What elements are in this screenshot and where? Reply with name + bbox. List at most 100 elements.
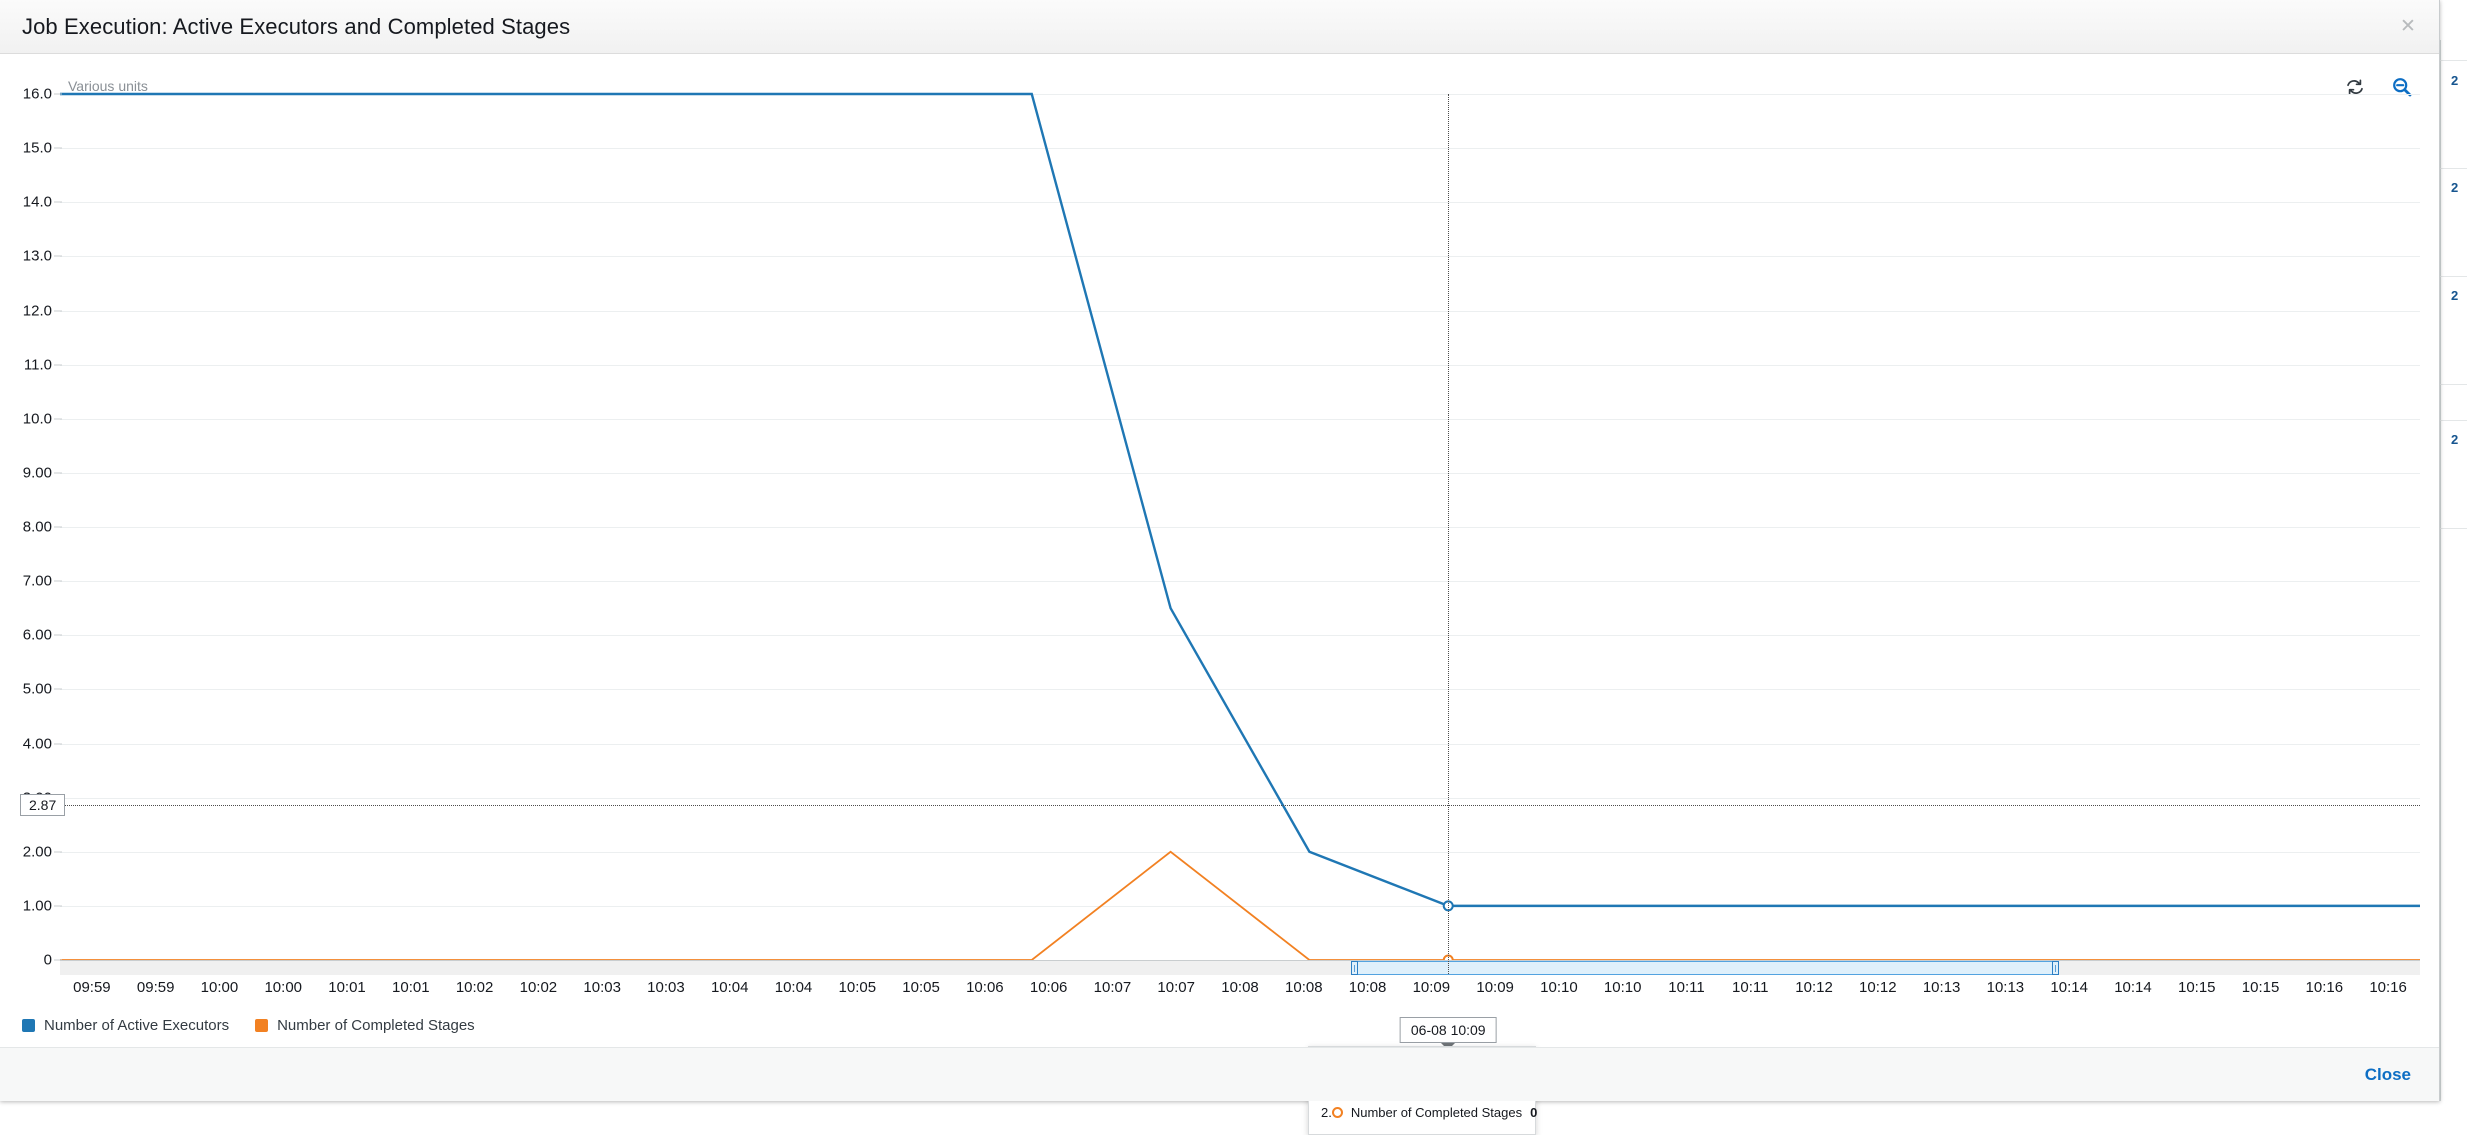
gridline bbox=[60, 527, 2420, 528]
series-line bbox=[60, 94, 2420, 906]
tooltip-row: 2. Number of Completed Stages 0 bbox=[1321, 1102, 1537, 1123]
x-axis-tick-label: 10:07 bbox=[1093, 979, 1132, 996]
legend-item-0[interactable]: Number of Active Executors bbox=[22, 1017, 229, 1034]
y-axis-tick-mark bbox=[54, 201, 62, 203]
range-handle-left[interactable] bbox=[1351, 961, 1359, 975]
y-axis-tick-mark bbox=[54, 255, 62, 257]
x-axis-tick-label: 10:13 bbox=[1922, 979, 1961, 996]
y-axis-tick-mark bbox=[54, 851, 62, 853]
x-axis-tick-label: 10:11 bbox=[1668, 979, 1705, 996]
y-axis-tick-mark bbox=[54, 905, 62, 907]
x-axis-tick-label: 10:15 bbox=[2241, 979, 2280, 996]
y-axis-tick-label: 4.00 bbox=[22, 735, 52, 752]
close-icon[interactable]: ✕ bbox=[2400, 16, 2416, 37]
y-axis-tick-label: 6.00 bbox=[22, 626, 52, 644]
background-content-strip: 2 2 2 2 bbox=[2440, 40, 2467, 1101]
x-axis-tick-label: 10:00 bbox=[264, 979, 303, 996]
x-axis-tick-label: 10:05 bbox=[902, 979, 940, 996]
x-axis-tick-label: 09:59 bbox=[136, 979, 175, 996]
x-axis-tick-label: 10:14 bbox=[2050, 979, 2088, 996]
x-axis-tick-label: 10:00 bbox=[200, 979, 239, 996]
line-chart: Various units 16.0 15.0 14.0 13.0 12.0 11.0 10… bbox=[0, 54, 2440, 1135]
x-axis-tick-label: 10:10 bbox=[1603, 979, 1642, 996]
x-axis-tick-label: 10:06 bbox=[1029, 979, 1068, 996]
y-axis-tick-mark bbox=[54, 472, 62, 474]
x-axis-tick-label: 10:12 bbox=[1859, 979, 1897, 996]
gridline bbox=[60, 364, 2420, 366]
gridline bbox=[60, 635, 2420, 637]
y-axis-tick-mark bbox=[54, 580, 62, 582]
legend-color-swatch bbox=[255, 1019, 269, 1032]
range-handle-right[interactable] bbox=[2052, 961, 2060, 975]
x-axis-tick-label: 10:16 bbox=[2369, 979, 2407, 996]
x-axis-tick-label: 10:04 bbox=[710, 979, 749, 996]
x-axis-tick-label: 10:01 bbox=[328, 979, 366, 996]
y-axis-tick-mark bbox=[54, 147, 62, 149]
x-cursor-value: 06-08 10:09 bbox=[1399, 1017, 1497, 1043]
tooltip-row-index: 2. bbox=[1321, 1105, 1332, 1120]
y-axis-title: Various units bbox=[68, 78, 148, 94]
tooltip-row-label: Number of Completed Stages bbox=[1350, 1105, 1523, 1120]
chart-toolbar bbox=[2345, 74, 2413, 100]
x-axis-tick-label: 10:13 bbox=[1986, 979, 2025, 996]
x-axis-band bbox=[60, 961, 2420, 975]
x-axis-line bbox=[60, 960, 2420, 961]
tooltip-row-value: 0 bbox=[1530, 1105, 1538, 1120]
x-axis-tick-label: 10:08 bbox=[1348, 979, 1387, 996]
x-axis-tick-label: 10:10 bbox=[1540, 979, 1578, 996]
y-axis-tick-label: 2.00 bbox=[22, 843, 52, 861]
y-axis-tick-mark bbox=[54, 688, 62, 690]
tooltip-row-marker bbox=[1331, 1107, 1343, 1118]
page-title: Job Execution: Active Executors and Comp… bbox=[22, 14, 571, 39]
modal-header: Job Execution: Active Executors and Comp… bbox=[0, 0, 2439, 54]
gridline bbox=[60, 743, 2420, 745]
modal-footer: Close bbox=[0, 1047, 2439, 1101]
x-axis-tick-label: 10:03 bbox=[647, 979, 685, 996]
gridline bbox=[60, 472, 2420, 474]
x-axis-tick-label: 10:03 bbox=[583, 979, 621, 996]
x-axis-tick-label: 10:09 bbox=[1412, 979, 1451, 996]
gridline bbox=[60, 256, 2420, 258]
y-axis-tick-label: 9.00 bbox=[22, 464, 52, 482]
gridline bbox=[60, 202, 2420, 204]
legend-item-1[interactable]: Number of Completed Stages bbox=[255, 1017, 475, 1034]
gridline bbox=[60, 581, 2420, 583]
close-button[interactable]: Close bbox=[2364, 1065, 2411, 1084]
x-axis-tick-label: 10:08 bbox=[1285, 979, 1323, 996]
x-axis-tick-label: 10:16 bbox=[2305, 979, 2344, 996]
y-axis-tick-label: 5.00 bbox=[22, 680, 52, 698]
gridline bbox=[60, 797, 2420, 799]
y-axis-tick-mark bbox=[54, 418, 62, 420]
x-axis-tick-label: 09:59 bbox=[73, 979, 111, 996]
x-axis-tick-label: 10:09 bbox=[1476, 979, 1514, 996]
x-axis-tick-label: 10:07 bbox=[1157, 979, 1195, 996]
y-axis-tick-label: 1.00 bbox=[22, 897, 52, 915]
y-axis-tick-label: 12.0 bbox=[22, 302, 52, 319]
y-axis-tick-label: 10.0 bbox=[22, 410, 52, 428]
refresh-icon[interactable] bbox=[2345, 77, 2365, 97]
x-axis-tick-label: 10:01 bbox=[392, 979, 430, 996]
legend-label: Number of Active Executors bbox=[44, 1017, 230, 1034]
cursor-vertical-line bbox=[1448, 94, 1450, 974]
x-axis-tick-label: 10:14 bbox=[2114, 979, 2152, 996]
x-axis-tick-label: 10:02 bbox=[519, 979, 558, 996]
y-axis-tick-label: 14.0 bbox=[22, 193, 52, 211]
plot-area: Various units bbox=[60, 78, 2420, 960]
gridline bbox=[60, 94, 2420, 95]
x-axis-tick-label: 10:11 bbox=[1732, 979, 1769, 996]
y-axis-tick-label: 11.0 bbox=[23, 356, 52, 374]
chart-legend: Number of Active Executors Number of Comp… bbox=[22, 1017, 475, 1034]
x-axis-tick-label: 10:12 bbox=[1795, 979, 1833, 996]
x-axis-tick-label: 10:06 bbox=[966, 979, 1004, 996]
range-selector[interactable] bbox=[1351, 961, 2060, 975]
x-axis-tick-label: 10:05 bbox=[838, 979, 877, 996]
gridline bbox=[60, 689, 2420, 691]
y-axis-tick-mark bbox=[54, 959, 62, 961]
legend-color-swatch bbox=[22, 1019, 35, 1032]
x-axis-tick-label: 10:15 bbox=[2177, 979, 2216, 996]
cursor-horizontal-line bbox=[60, 804, 2420, 806]
gridline bbox=[60, 148, 2420, 150]
y-axis-tick-label: 16.0 bbox=[22, 85, 52, 103]
y-axis-tick-label: 15.0 bbox=[22, 139, 52, 157]
